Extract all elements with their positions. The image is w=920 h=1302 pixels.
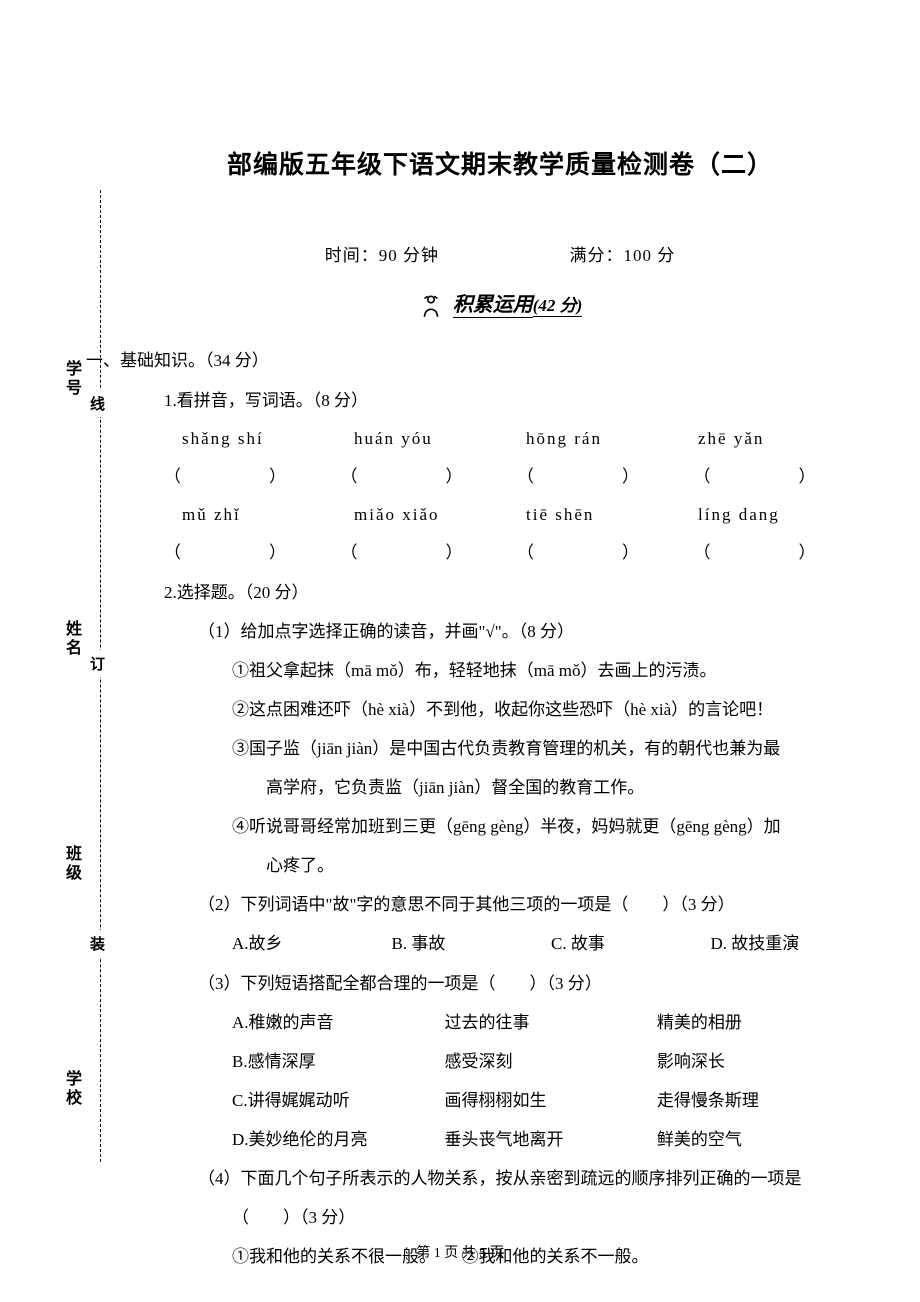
student-icon bbox=[418, 293, 444, 319]
q1-2-1-l2: ②这点困难还吓（hè xià）不到他，收起你这些恐吓（hè xià）的言论吧！ bbox=[130, 690, 870, 729]
answer-row-2: （） （） （） （） bbox=[130, 533, 870, 572]
pinyin: huán yóu bbox=[354, 420, 526, 457]
pinyin: miǎo xiǎo bbox=[354, 496, 526, 533]
q1-2-1-l1: ①祖父拿起抹（mā mǒ）布，轻轻地抹（mā mǒ）去画上的污渍。 bbox=[130, 651, 870, 690]
page-title: 部编版五年级下语文期末教学质量检测卷（二） bbox=[130, 145, 870, 181]
section-name: 积累运用 bbox=[453, 294, 533, 318]
option[interactable]: D.美妙绝伦的月亮 bbox=[232, 1120, 444, 1159]
binding-margin: 学号 线 姓名 订 班级 装 学校 bbox=[65, 190, 115, 1162]
q1-2-3-row-b: B.感情深厚 感受深刻 影响深长 bbox=[130, 1042, 870, 1081]
answer-blank[interactable]: （） bbox=[341, 457, 518, 496]
q1-2-1-l4b: 心疼了。 bbox=[130, 846, 870, 885]
q1-2-3-row-a: A.稚嫩的声音 过去的往事 精美的相册 bbox=[130, 1003, 870, 1042]
pinyin: líng dang bbox=[698, 496, 870, 533]
pinyin: zhē yǎn bbox=[698, 420, 870, 457]
score-label: 满分：100 分 bbox=[570, 246, 676, 265]
page-footer: 第 1 页 共 5 页 bbox=[0, 1242, 920, 1262]
option[interactable]: C.讲得娓娓动听 bbox=[232, 1081, 444, 1120]
option-text: 过去的往事 bbox=[444, 1003, 656, 1042]
option[interactable]: B. 事故 bbox=[392, 924, 552, 963]
q1-2-1-title: （1）给加点字选择正确的读音，并画"√"。（8 分） bbox=[130, 612, 870, 651]
q1-2-1-l4a: ④听说哥哥经常加班到三更（gēng gèng）半夜，妈妈就更（gēng gèng… bbox=[130, 807, 870, 846]
answer-row-1: （） （） （） （） bbox=[130, 457, 870, 496]
q1-heading: 一、基础知识。（34 分） bbox=[86, 341, 870, 380]
option[interactable]: A.稚嫩的声音 bbox=[232, 1003, 444, 1042]
q1-1-title: 1.看拼音，写词语。（8 分） bbox=[130, 381, 870, 420]
margin-badge-ding: 订 bbox=[90, 650, 105, 677]
answer-blank[interactable]: （） bbox=[341, 533, 518, 572]
pinyin: mǔ zhǐ bbox=[182, 496, 354, 533]
pinyin-row-1: shǎng shí huán yóu hōng rán zhē yǎn bbox=[130, 420, 870, 457]
option-text: 影响深长 bbox=[657, 1042, 869, 1081]
q1-2-3-title: （3）下列短语搭配全都合理的一项是（ ）（3 分） bbox=[130, 964, 870, 1003]
q1-2-4-title-a: （4）下面几个句子所表示的人物关系，按从亲密到疏远的顺序排列正确的一项是 bbox=[130, 1159, 870, 1198]
margin-badge-zhuang: 装 bbox=[90, 930, 105, 957]
pinyin: tiē shēn bbox=[526, 496, 698, 533]
q1-2-1-l3b: 高学府，它负责监（jiān jiàn）督全国的教育工作。 bbox=[130, 768, 870, 807]
option[interactable]: C. 故事 bbox=[551, 924, 711, 963]
section-points: (42 分) bbox=[533, 296, 583, 317]
option[interactable]: D. 故技重演 bbox=[711, 924, 871, 963]
answer-blank[interactable]: （） bbox=[164, 533, 341, 572]
exam-info: 时间：90 分钟 满分：100 分 bbox=[130, 241, 870, 266]
page-content: 部编版五年级下语文期末教学质量检测卷（二） 时间：90 分钟 满分：100 分 … bbox=[130, 145, 870, 1276]
answer-blank[interactable]: （） bbox=[694, 533, 871, 572]
option[interactable]: A.故乡 bbox=[232, 924, 392, 963]
margin-label-xuehao: 学号 bbox=[59, 360, 83, 398]
time-label: 时间：90 分钟 bbox=[325, 246, 439, 265]
question-body: 一、基础知识。（34 分） 1.看拼音，写词语。（8 分） shǎng shí … bbox=[130, 341, 870, 1276]
pinyin: shǎng shí bbox=[182, 420, 354, 457]
q1-2-2-title: （2）下列词语中"故"字的意思不同于其他三项的一项是（ ）（3 分） bbox=[130, 885, 870, 924]
margin-label-banji: 班级 bbox=[59, 845, 83, 883]
answer-blank[interactable]: （） bbox=[694, 457, 871, 496]
q1-2-3-row-c: C.讲得娓娓动听 画得栩栩如生 走得慢条斯理 bbox=[130, 1081, 870, 1120]
option-text: 感受深刻 bbox=[444, 1042, 656, 1081]
margin-badge-xian: 线 bbox=[90, 390, 105, 417]
q1-2-2-options: A.故乡 B. 事故 C. 故事 D. 故技重演 bbox=[130, 924, 870, 963]
section-header: 积累运用(42 分) bbox=[130, 288, 870, 319]
pinyin-row-2: mǔ zhǐ miǎo xiǎo tiē shēn líng dang bbox=[130, 496, 870, 533]
option-text: 鲜美的空气 bbox=[657, 1120, 869, 1159]
option-text: 精美的相册 bbox=[657, 1003, 869, 1042]
option[interactable]: B.感情深厚 bbox=[232, 1042, 444, 1081]
q1-2-3-row-d: D.美妙绝伦的月亮 垂头丧气地离开 鲜美的空气 bbox=[130, 1120, 870, 1159]
option-text: 走得慢条斯理 bbox=[657, 1081, 869, 1120]
q1-2-1-l3a: ③国子监（jiān jiàn）是中国古代负责教育管理的机关，有的朝代也兼为最 bbox=[130, 729, 870, 768]
answer-blank[interactable]: （） bbox=[517, 533, 694, 572]
pinyin: hōng rán bbox=[526, 420, 698, 457]
answer-blank[interactable]: （） bbox=[164, 457, 341, 496]
q1-2-4-title-b: （ ）（3 分） bbox=[130, 1198, 870, 1237]
option-text: 垂头丧气地离开 bbox=[444, 1120, 656, 1159]
margin-label-xuexiao: 学校 bbox=[59, 1070, 83, 1108]
q1-2-title: 2.选择题。（20 分） bbox=[130, 573, 870, 612]
answer-blank[interactable]: （） bbox=[517, 457, 694, 496]
option-text: 画得栩栩如生 bbox=[444, 1081, 656, 1120]
margin-label-xingming: 姓名 bbox=[59, 620, 83, 658]
